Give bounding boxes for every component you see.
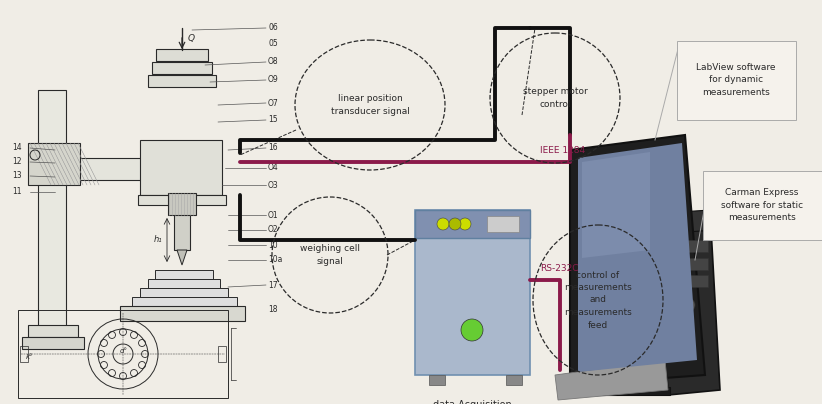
Text: 14: 14 [12, 143, 21, 152]
Text: k°: k° [26, 354, 34, 360]
Text: linear position
transducer signal: linear position transducer signal [330, 94, 409, 116]
Circle shape [437, 218, 449, 230]
Bar [152, 62, 212, 74]
Polygon shape [578, 143, 697, 372]
Bar [140, 288, 228, 297]
Bar [668, 258, 708, 270]
Bar [120, 306, 245, 321]
Text: 13: 13 [12, 172, 21, 181]
Text: 12: 12 [12, 158, 21, 166]
Text: O9: O9 [268, 76, 279, 84]
Polygon shape [555, 360, 668, 400]
Bar [138, 195, 226, 205]
Bar [174, 195, 190, 250]
Bar [168, 193, 196, 215]
Text: 10: 10 [268, 240, 278, 250]
Text: Carman Express
software for static
measurements: Carman Express software for static measu… [721, 188, 803, 222]
Text: 10a: 10a [268, 255, 283, 265]
Bar [38, 158, 198, 180]
Bar [155, 270, 213, 279]
Bar [595, 387, 670, 395]
Bar [28, 325, 78, 337]
Circle shape [461, 319, 483, 341]
Text: Q: Q [188, 34, 195, 42]
Bar [18, 310, 228, 398]
Bar [506, 375, 522, 385]
Text: h₁: h₁ [154, 236, 162, 244]
Text: O3: O3 [268, 181, 279, 189]
Text: data Acquisition
System: data Acquisition System [432, 400, 511, 404]
Bar [148, 75, 216, 87]
Bar [156, 49, 208, 61]
Bar [415, 210, 530, 375]
Polygon shape [582, 152, 650, 258]
Bar [429, 375, 445, 385]
Bar [487, 216, 519, 232]
Text: 18: 18 [268, 305, 278, 314]
FancyBboxPatch shape [677, 40, 796, 120]
Text: LabView software
for dynamic
measurements: LabView software for dynamic measurement… [696, 63, 776, 97]
Circle shape [449, 218, 461, 230]
Bar [668, 240, 708, 252]
Text: RS-232C: RS-232C [540, 264, 579, 273]
Text: d°: d° [120, 348, 128, 354]
Bar [38, 90, 66, 330]
Bar [148, 279, 220, 288]
Text: O1: O1 [268, 210, 279, 219]
Bar [415, 210, 530, 238]
Circle shape [459, 218, 471, 230]
Text: stepper motor
control: stepper motor control [523, 87, 588, 109]
Text: IEEE 1284: IEEE 1284 [540, 146, 585, 155]
Bar [140, 140, 222, 195]
Text: 05: 05 [268, 40, 278, 48]
FancyBboxPatch shape [703, 170, 821, 240]
Text: O7: O7 [268, 99, 279, 107]
Text: O8: O8 [268, 57, 279, 67]
Polygon shape [177, 250, 187, 265]
Bar [132, 297, 237, 306]
Bar [28, 143, 80, 185]
Circle shape [681, 298, 695, 312]
Text: O2: O2 [268, 225, 279, 234]
Bar [22, 337, 84, 349]
Text: weighing cell
signal: weighing cell signal [300, 244, 360, 266]
Bar [608, 378, 658, 390]
Polygon shape [660, 210, 720, 395]
Text: 16: 16 [268, 143, 278, 152]
Text: 11: 11 [12, 187, 21, 196]
Text: 06: 06 [268, 23, 278, 32]
Polygon shape [635, 210, 716, 235]
Bar [20, 346, 28, 362]
Text: 17: 17 [268, 280, 278, 290]
Text: 15: 15 [268, 116, 278, 124]
Text: control of
measurements
and
measurements
feed: control of measurements and measurements… [564, 271, 632, 330]
Bar [668, 275, 708, 287]
Polygon shape [570, 135, 705, 385]
Bar [218, 346, 226, 362]
Text: O4: O4 [268, 164, 279, 173]
